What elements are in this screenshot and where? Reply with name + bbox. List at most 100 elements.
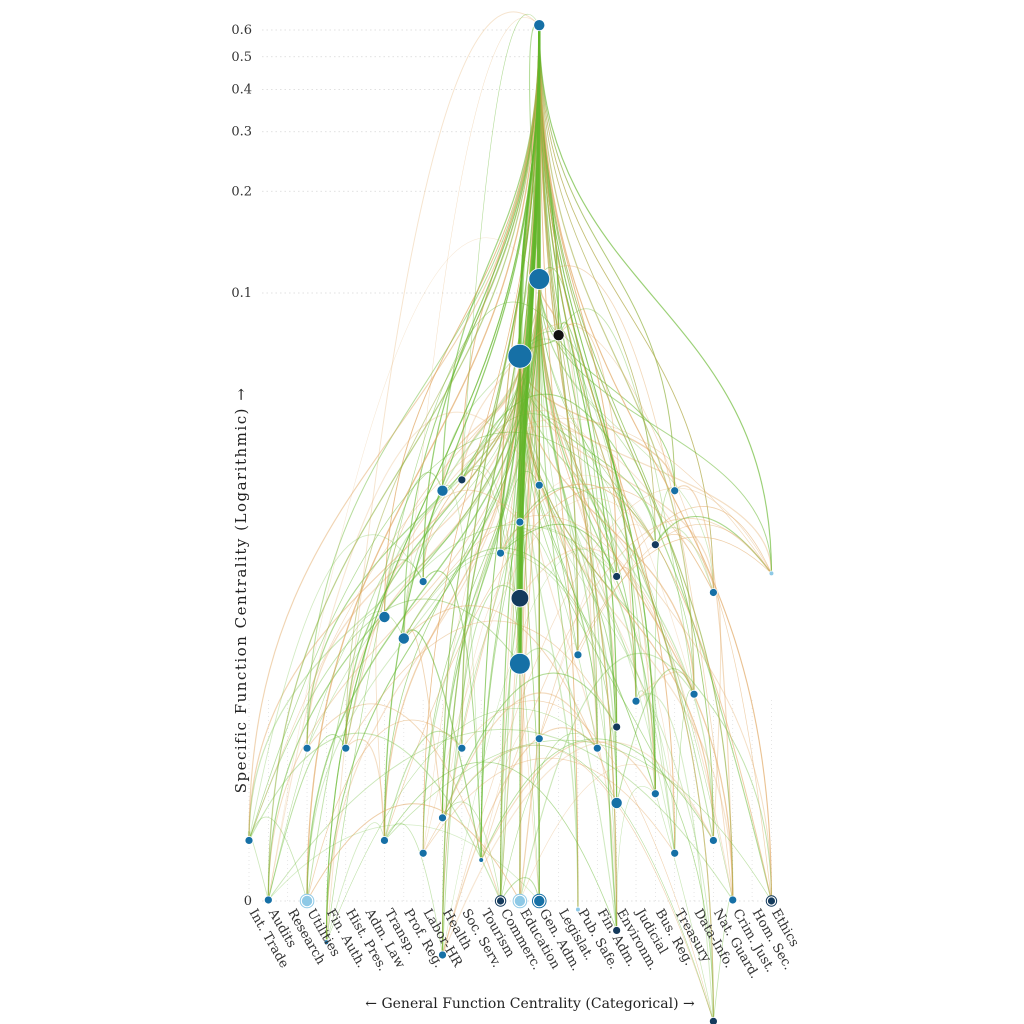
edge bbox=[538, 279, 714, 1022]
edge bbox=[403, 547, 656, 794]
edge bbox=[519, 486, 714, 841]
edge bbox=[538, 479, 579, 655]
edge bbox=[383, 25, 540, 617]
edge bbox=[538, 279, 617, 931]
edge bbox=[442, 487, 772, 956]
edge bbox=[345, 620, 618, 749]
edge bbox=[538, 25, 618, 803]
edge bbox=[538, 265, 734, 901]
edge bbox=[519, 356, 734, 900]
edge bbox=[403, 25, 540, 639]
edge bbox=[267, 25, 540, 900]
edge bbox=[519, 652, 695, 902]
edge bbox=[403, 628, 443, 818]
edge bbox=[538, 25, 579, 910]
edge bbox=[635, 693, 714, 1022]
node bbox=[438, 950, 447, 960]
edge bbox=[422, 279, 540, 582]
edge bbox=[558, 330, 618, 931]
edge bbox=[306, 559, 424, 902]
edge bbox=[248, 816, 308, 902]
edge bbox=[422, 25, 540, 582]
node bbox=[631, 696, 641, 706]
edge bbox=[441, 356, 521, 818]
y-tick-label: 0.5 bbox=[231, 50, 252, 65]
edge bbox=[403, 17, 540, 639]
node bbox=[528, 268, 551, 290]
edge bbox=[538, 25, 695, 695]
edge bbox=[306, 25, 540, 749]
edge bbox=[248, 732, 502, 902]
edge bbox=[306, 25, 540, 902]
edge bbox=[461, 13, 540, 480]
edge bbox=[325, 11, 540, 943]
edge bbox=[674, 485, 734, 900]
node bbox=[263, 895, 273, 905]
edge bbox=[345, 25, 540, 749]
edge bbox=[248, 431, 656, 841]
edge bbox=[384, 761, 618, 931]
edge bbox=[500, 732, 598, 902]
node bbox=[457, 743, 467, 753]
node bbox=[478, 857, 485, 863]
edge bbox=[519, 764, 714, 902]
edge bbox=[538, 25, 618, 803]
edge bbox=[403, 356, 521, 639]
edge bbox=[538, 279, 695, 695]
node bbox=[709, 1016, 718, 1024]
edge bbox=[461, 413, 734, 901]
edge bbox=[519, 647, 618, 931]
edge bbox=[616, 567, 656, 794]
edge bbox=[519, 330, 656, 794]
node bbox=[670, 848, 680, 858]
edge bbox=[345, 25, 540, 749]
edge bbox=[635, 690, 676, 854]
edge bbox=[268, 824, 540, 902]
node bbox=[397, 632, 410, 645]
y-tick-labels: 0.6 0.5 0.4 0.3 0.2 0.1 0 bbox=[231, 23, 252, 909]
edge bbox=[654, 487, 676, 794]
edge bbox=[538, 279, 598, 749]
node bbox=[575, 906, 581, 913]
node bbox=[438, 813, 447, 823]
edge bbox=[441, 741, 714, 956]
edge bbox=[558, 308, 695, 695]
edge bbox=[538, 267, 618, 727]
edge bbox=[267, 729, 734, 901]
edge bbox=[577, 523, 772, 655]
y-tick-label: 0.6 bbox=[231, 23, 252, 38]
node bbox=[533, 895, 546, 908]
edge bbox=[480, 727, 540, 861]
edge bbox=[538, 25, 618, 931]
edge bbox=[306, 719, 463, 902]
node bbox=[323, 939, 330, 945]
edge bbox=[480, 738, 714, 861]
node bbox=[436, 484, 449, 497]
y-tick-label: 0.4 bbox=[231, 83, 252, 98]
edge bbox=[538, 279, 579, 910]
edge bbox=[635, 671, 695, 702]
edge bbox=[442, 549, 617, 956]
edge bbox=[267, 734, 347, 901]
node bbox=[515, 517, 525, 527]
edge bbox=[674, 689, 695, 854]
edge bbox=[345, 356, 521, 749]
edge bbox=[519, 356, 656, 545]
edge bbox=[500, 527, 598, 749]
edge bbox=[538, 25, 695, 695]
node bbox=[728, 895, 738, 905]
edge bbox=[326, 708, 598, 943]
edge bbox=[461, 25, 540, 480]
edge bbox=[538, 25, 772, 574]
edge bbox=[461, 469, 540, 902]
edge bbox=[558, 323, 637, 702]
edge bbox=[422, 25, 540, 582]
edge bbox=[345, 471, 444, 749]
edge bbox=[422, 570, 482, 861]
node bbox=[302, 743, 312, 753]
node bbox=[552, 329, 565, 342]
edge bbox=[306, 803, 521, 902]
edge bbox=[519, 279, 540, 902]
